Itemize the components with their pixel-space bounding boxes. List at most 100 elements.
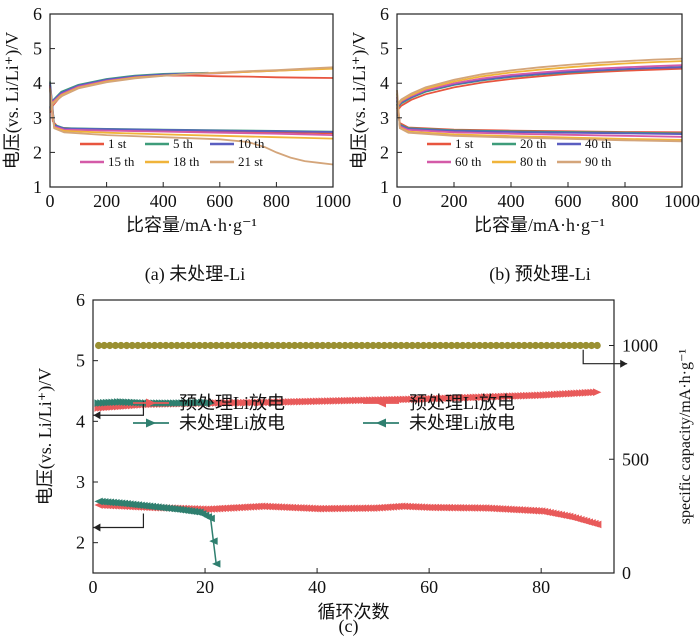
x-tick-label: 400 (150, 191, 177, 211)
capacity-point (537, 341, 545, 350)
y-tick-label: 6 (76, 290, 85, 310)
y-right-tick-label: 1000 (622, 336, 658, 356)
capacity-point (431, 341, 439, 350)
capacity-point (548, 341, 556, 350)
legend-marker (146, 398, 156, 408)
y-tick-label: 4 (76, 411, 85, 431)
series-b-1-discharge-line (396, 103, 683, 135)
x-tick-label: 0 (393, 191, 402, 211)
capacity-point (218, 341, 226, 350)
legend-label: 90 th (585, 154, 612, 169)
capacity-point (212, 341, 220, 350)
capacity-point (386, 341, 394, 350)
capacity-point (503, 341, 512, 350)
legend-marker (376, 418, 386, 428)
capacity-point (207, 341, 215, 350)
x-tick-label: 800 (263, 191, 290, 211)
y-tick-label: 2 (76, 533, 85, 553)
x-tick-label: 80 (532, 577, 550, 597)
series-b-2-discharge-line (396, 100, 683, 135)
capacity-point (571, 341, 579, 350)
capacity-point (487, 341, 495, 350)
x-axis-label: 比容量/mA·h·g⁻¹ (474, 215, 605, 235)
capacity-point (128, 341, 136, 350)
arrow-head (93, 523, 101, 532)
plot-frame (92, 299, 615, 574)
y-tick-label: 3 (76, 472, 85, 492)
legend-label: 5 th (173, 136, 193, 151)
capacity-point (515, 341, 523, 350)
y-right-tick-label: 500 (622, 449, 649, 469)
series-a-1-discharge-line (49, 81, 334, 133)
x-tick-label: 600 (555, 191, 582, 211)
panel-b: 0 200 400 600 800 1000 1 2 3 4 5 6 比容量/mA·h·g⁻¹ 电压(vs… (349, 4, 700, 285)
capacity-point (526, 341, 534, 350)
y-tick-label: 6 (33, 4, 42, 24)
axis-arrow (582, 349, 628, 365)
capacity-point (576, 341, 584, 350)
panel-caption: (b) 预处理-Li (489, 264, 590, 285)
capacity-point (190, 341, 198, 350)
x-axis-label: 比容量/mA·h·g⁻¹ (126, 215, 257, 235)
capacity-point (403, 341, 411, 350)
capacity-point (414, 341, 422, 350)
panel-caption: (a) 未处理-Li (145, 264, 245, 285)
panel-a: 0 200 400 600 800 1000 1 2 3 4 5 6 比容量/mA·h·g⁻¹ 电压(vs… (2, 4, 351, 285)
capacity-point (587, 341, 596, 350)
capacity-point (565, 341, 573, 350)
capacity-point (419, 341, 428, 350)
panel-caption: (c) (339, 616, 359, 637)
capacity-point (330, 341, 338, 350)
capacity-point (134, 341, 142, 350)
series-a-2-discharge-line (49, 83, 334, 133)
capacity-point (246, 341, 254, 350)
capacity-point (447, 341, 456, 350)
capacity-point (100, 341, 108, 350)
capacity-point (397, 341, 405, 350)
capacity-point (235, 341, 243, 350)
capacity-point (408, 341, 416, 350)
voltage-point (592, 520, 602, 529)
capacity-point (593, 341, 601, 350)
x-tick-label: 40 (308, 577, 326, 597)
capacity-point (363, 341, 372, 350)
capacity-point (559, 341, 568, 350)
plot-frame (49, 13, 334, 188)
legend-marker (146, 418, 156, 428)
series-b-0-discharge-line (396, 107, 683, 134)
series-b-4-charge-line (396, 60, 683, 107)
y-axis-label: 电压(vs. Li/Li⁺)/V (2, 32, 23, 170)
plot-frame (396, 13, 683, 188)
capacity-point (106, 341, 114, 350)
legend-label: 80 th (520, 154, 547, 169)
capacity-point (475, 341, 484, 350)
capacity-point (285, 341, 293, 350)
y-axis-label: 电压(vs. Li/Li⁺)/V (35, 368, 56, 506)
series-a-3-discharge-line (49, 86, 334, 136)
capacity-point (229, 341, 237, 350)
x-tick-label: 60 (420, 577, 438, 597)
series-b-0-charge-line (396, 67, 683, 112)
voltage-point (212, 560, 221, 568)
capacity-point (520, 341, 528, 350)
series-a-5-charge-line (49, 66, 334, 112)
x-tick-label: 20 (196, 577, 214, 597)
capacity-point (498, 341, 506, 350)
y-tick-label: 1 (380, 177, 389, 197)
capacity-point (313, 341, 321, 350)
legend-label: 10 th (238, 136, 265, 151)
x-tick-label: 200 (441, 191, 468, 211)
capacity-point (263, 341, 271, 350)
capacity-point (95, 341, 103, 350)
capacity-point (453, 341, 461, 350)
capacity-point (442, 341, 450, 350)
x-axis-label: 循环次数 (318, 602, 390, 622)
series-a-0-discharge-line (49, 84, 334, 135)
x-tick-label: 200 (93, 191, 120, 211)
capacity-point (509, 341, 517, 350)
capacity-point (240, 341, 248, 350)
capacity-point (324, 341, 332, 350)
y-tick-label: 2 (33, 142, 42, 162)
